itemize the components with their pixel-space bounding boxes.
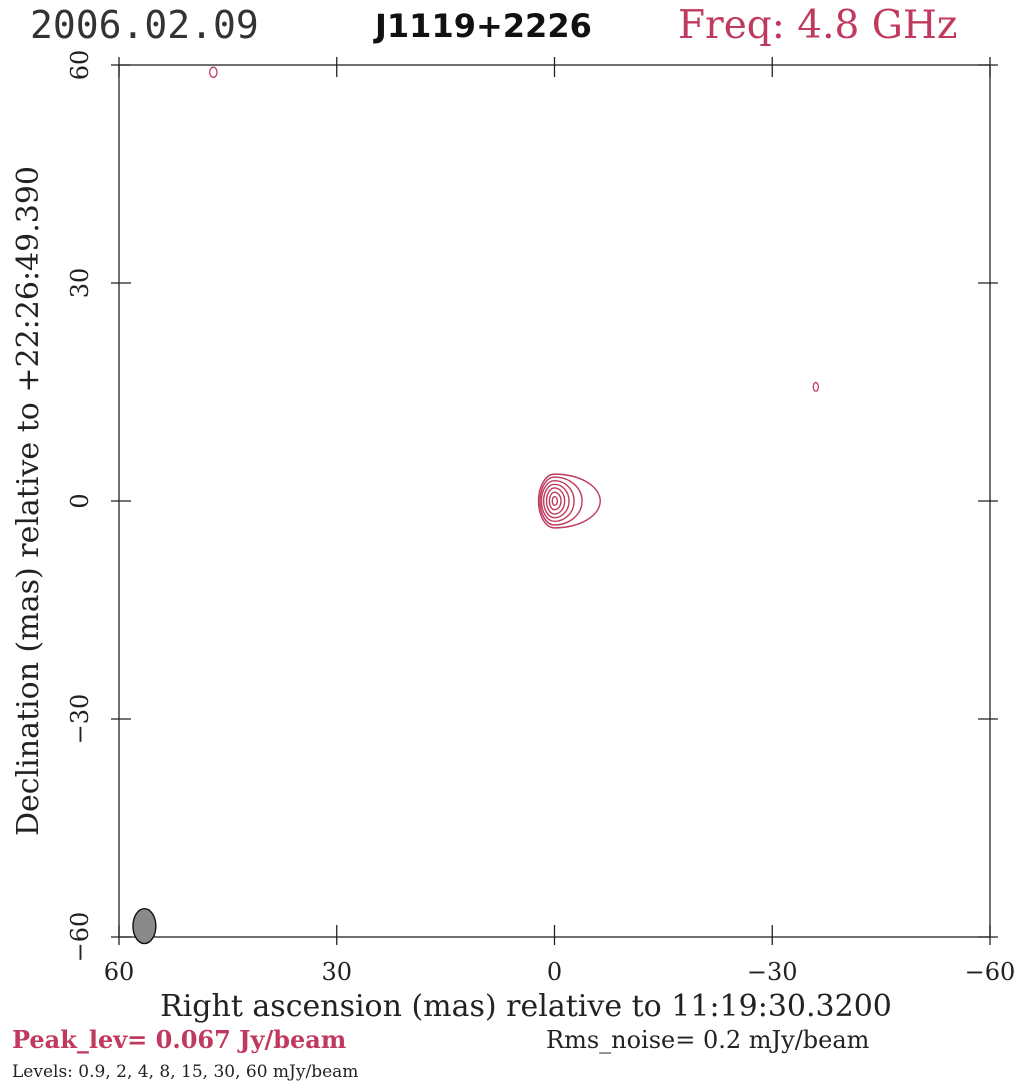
- noise-contour: [812, 381, 819, 392]
- x-tick-label: −30: [747, 958, 798, 986]
- y-axis-title: Declination (mas) relative to +22:26:49.…: [11, 166, 46, 836]
- x-tick-label: 0: [547, 958, 562, 986]
- rms-noise: Rms_noise= 0.2 mJy/beam: [546, 1026, 870, 1054]
- observation-date: 2006.02.09: [30, 3, 259, 47]
- source-name: J1119+2226: [375, 7, 592, 45]
- restoring-beam: [132, 907, 157, 945]
- contour-line: [537, 473, 601, 529]
- plot-frame: [118, 64, 991, 938]
- contour-line: [545, 487, 566, 515]
- noise-contour: [209, 66, 218, 79]
- peak-level: Peak_lev= 0.067 Jy/beam: [12, 1025, 347, 1054]
- x-tick-label: 30: [321, 958, 352, 986]
- x-tick-label: −60: [965, 958, 1016, 986]
- contour-line: [542, 483, 570, 519]
- y-tick-label: 60: [66, 50, 94, 81]
- x-tick-label: 60: [104, 958, 135, 986]
- y-tick-label: −30: [66, 694, 94, 745]
- contour-line: [551, 495, 559, 507]
- frequency-label: Freq: 4.8 GHz: [678, 3, 958, 48]
- contour-line: [548, 491, 562, 511]
- y-tick-label: −60: [66, 912, 94, 963]
- x-axis-title: Right ascension (mas) relative to 11:19:…: [160, 989, 892, 1024]
- contour-line: [540, 479, 575, 523]
- y-tick-label: 30: [66, 268, 94, 299]
- contour-levels: Levels: 0.9, 2, 4, 8, 15, 30, 60 mJy/bea…: [12, 1062, 359, 1082]
- contour-line: [539, 476, 583, 526]
- y-tick-label: 0: [66, 493, 94, 508]
